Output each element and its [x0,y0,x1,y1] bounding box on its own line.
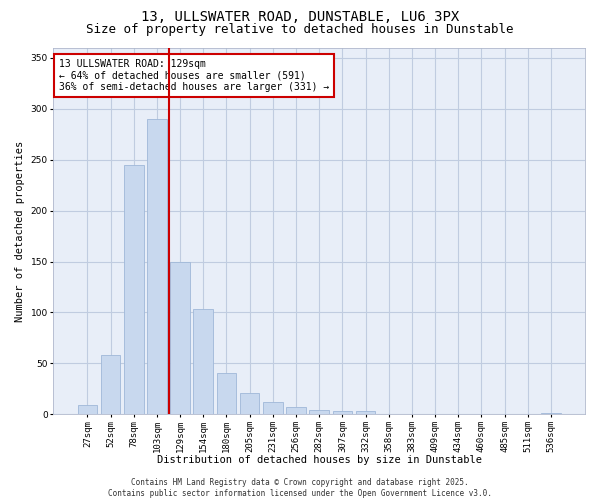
Text: Contains HM Land Registry data © Crown copyright and database right 2025.
Contai: Contains HM Land Registry data © Crown c… [108,478,492,498]
Bar [240,393,259,414]
Bar [332,412,352,414]
Bar [124,164,143,414]
X-axis label: Distribution of detached houses by size in Dunstable: Distribution of detached houses by size … [157,455,482,465]
Bar [193,310,213,414]
Bar [217,372,236,414]
Y-axis label: Number of detached properties: Number of detached properties [15,140,25,322]
Text: 13 ULLSWATER ROAD: 129sqm
← 64% of detached houses are smaller (591)
36% of semi: 13 ULLSWATER ROAD: 129sqm ← 64% of detac… [59,58,329,92]
Text: Size of property relative to detached houses in Dunstable: Size of property relative to detached ho… [86,22,514,36]
Bar [147,119,167,414]
Bar [263,402,283,414]
Bar [170,262,190,414]
Bar [77,405,97,414]
Bar [356,412,376,414]
Bar [101,356,121,414]
Bar [310,410,329,414]
Bar [286,408,306,414]
Text: 13, ULLSWATER ROAD, DUNSTABLE, LU6 3PX: 13, ULLSWATER ROAD, DUNSTABLE, LU6 3PX [141,10,459,24]
